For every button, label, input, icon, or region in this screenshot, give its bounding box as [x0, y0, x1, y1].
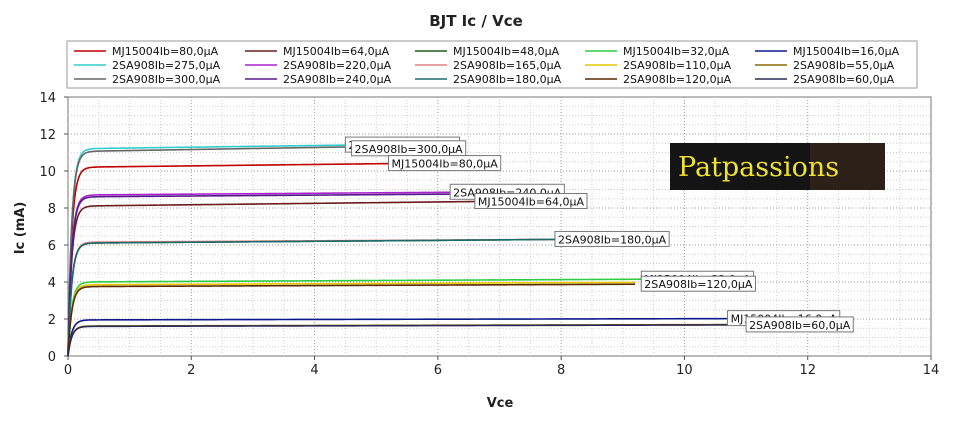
y-tick-label: 4	[48, 276, 56, 291]
legend-entry: 2SA908Ib=120,0µA	[623, 73, 732, 86]
x-tick-label: 14	[923, 363, 940, 378]
y-tick-label: 0	[48, 350, 56, 365]
legend-entry: MJ15004Ib=80,0µA	[112, 45, 219, 58]
annotation-box	[640, 275, 756, 292]
annotation-box	[554, 230, 670, 247]
series-line	[67, 324, 747, 357]
series-line	[67, 281, 636, 357]
series-line	[67, 238, 555, 357]
y-tick-label: 2	[48, 313, 56, 328]
logo-shade	[810, 143, 885, 190]
x-tick-label: 10	[676, 363, 693, 378]
x-axis-label: Vce	[487, 396, 514, 411]
legend-entry: MJ15004Ib=32,0µA	[623, 45, 730, 58]
chart-title: BJT Ic / Vce	[429, 12, 523, 30]
legend-entry: 2SA908Ib=275,0µA	[112, 59, 221, 72]
series-line	[67, 162, 389, 357]
y-tick-label: 12	[39, 128, 56, 143]
legend-entry: MJ15004Ib=16,0µA	[793, 45, 900, 58]
series-line	[67, 283, 636, 357]
annotations: 2SA908Ib=275,0µA2SA908Ib=300,0µAMJ15004I…	[344, 136, 854, 333]
x-tick-label: 8	[557, 363, 565, 378]
y-tick-label: 6	[48, 239, 56, 254]
annotation-text: MJ15004Ib=64,0µA	[478, 196, 585, 209]
y-tick-label: 14	[39, 91, 56, 106]
x-tick-label: 4	[310, 363, 318, 378]
annotation-label: 2SA908Ib=180,0µA	[554, 230, 670, 247]
legend-entry: 2SA908Ib=240,0µA	[283, 73, 392, 86]
annotation-text: MJ15004Ib=80,0µA	[392, 158, 499, 171]
annotation-text: 2SA908Ib=180,0µA	[558, 233, 667, 246]
annotation-box	[474, 193, 588, 210]
y-tick-label: 10	[39, 165, 56, 180]
legend-entry: 2SA908Ib=165,0µA	[453, 59, 562, 72]
annotation-label: 2SA908Ib=300,0µA	[351, 140, 467, 157]
legend-entry: 2SA908Ib=300,0µA	[112, 73, 221, 86]
legend-entry: 2SA908Ib=220,0µA	[283, 59, 392, 72]
ticks: 0 2 4 6 8 10 12 14 0 2 4 6 8 10 12 14	[39, 91, 939, 378]
legend-entry: 2SA908Ib=110,0µA	[623, 59, 732, 72]
legend-entry: 2SA908Ib=180,0µA	[453, 73, 562, 86]
legend: MJ15004Ib=80,0µA MJ15004Ib=64,0µA MJ15004I…	[66, 40, 918, 89]
annotation-label: MJ15004Ib=64,0µA	[474, 193, 588, 210]
legend-entry: 2SA908Ib=55,0µA	[793, 59, 895, 72]
series-line	[67, 146, 346, 357]
annotation-text: 2SA908Ib=300,0µA	[355, 143, 464, 156]
annotation-text: 2SA908Ib=120,0µA	[644, 278, 753, 291]
series-line	[67, 200, 475, 357]
x-tick-label: 6	[434, 363, 442, 378]
x-tick-label: 2	[187, 363, 195, 378]
series-line	[67, 193, 451, 357]
x-tick-label: 0	[64, 363, 72, 378]
annotation-label: MJ15004Ib=80,0µA	[388, 155, 502, 172]
logo-text: Patpassions	[678, 152, 839, 183]
patpassions-logo: Patpassions	[670, 143, 885, 190]
y-axis-label: Ic (mA)	[13, 202, 28, 255]
x-tick-label: 12	[799, 363, 816, 378]
annotation-text: 2SA908Ib=60,0µA	[749, 319, 851, 332]
annotation-label: 2SA908Ib=60,0µA	[745, 316, 854, 333]
y-tick-label: 8	[48, 202, 56, 217]
annotation-label: 2SA908Ib=120,0µA	[640, 275, 756, 292]
plot-series	[67, 144, 747, 357]
legend-entry: MJ15004Ib=64,0µA	[283, 45, 390, 58]
series-line	[67, 317, 728, 357]
series-line	[67, 278, 642, 357]
annotation-box	[745, 316, 854, 333]
legend-entry: MJ15004Ib=48,0µA	[453, 45, 560, 58]
annotation-box	[388, 155, 502, 172]
legend-entry: 2SA908Ib=60,0µA	[793, 73, 895, 86]
